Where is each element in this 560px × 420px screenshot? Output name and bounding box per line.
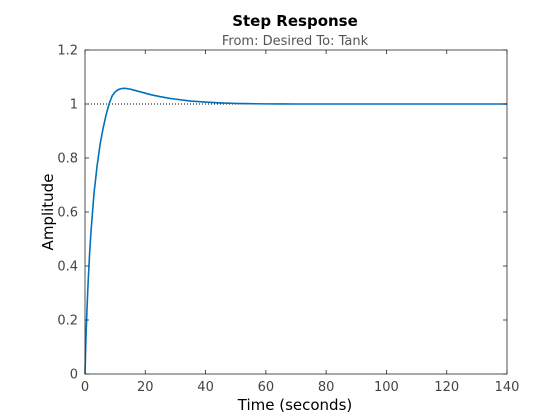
- x-tick-label: 80: [318, 380, 335, 395]
- x-tick-label: 0: [81, 380, 89, 395]
- x-tick-label: 40: [197, 380, 214, 395]
- chart-title: Step Response: [232, 12, 358, 30]
- x-tick-label: 140: [495, 380, 520, 395]
- step-response-line-0: [84, 87, 507, 375]
- x-tick-label: 100: [374, 380, 399, 395]
- y-tick-label: 1: [70, 98, 78, 113]
- y-tick-label: 0.8: [57, 152, 78, 167]
- y-tick-label: 0.6: [57, 206, 78, 221]
- y-axis-label: Amplitude: [39, 174, 57, 251]
- y-tick-label: 0: [70, 368, 78, 383]
- y-tick-label: 0.4: [57, 260, 78, 275]
- x-tick-label: 120: [434, 380, 459, 395]
- chart-subtitle: From: Desired To: Tank: [222, 34, 369, 49]
- x-tick-label: 60: [258, 380, 275, 395]
- y-tick-label: 1.2: [57, 44, 78, 59]
- plot-area: [85, 50, 507, 374]
- x-axis-label: Time (seconds): [237, 396, 353, 414]
- y-tick-label: 0.2: [57, 314, 78, 329]
- x-tick-label: 20: [137, 380, 154, 395]
